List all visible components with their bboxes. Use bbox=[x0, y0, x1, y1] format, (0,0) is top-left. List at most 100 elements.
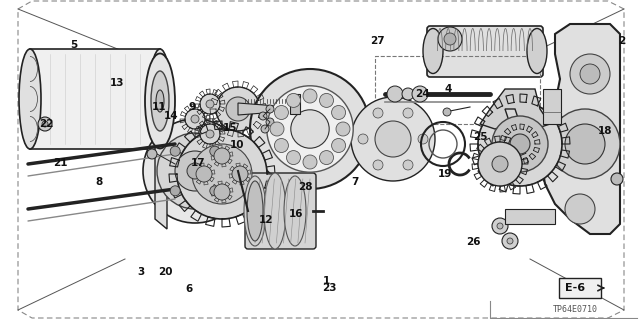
Text: 6: 6 bbox=[185, 284, 193, 294]
Circle shape bbox=[267, 86, 353, 172]
Text: 8: 8 bbox=[95, 177, 103, 187]
Circle shape bbox=[444, 33, 456, 45]
Circle shape bbox=[478, 102, 562, 186]
Circle shape bbox=[507, 238, 513, 244]
Circle shape bbox=[214, 184, 230, 200]
Circle shape bbox=[291, 110, 329, 148]
Text: 10: 10 bbox=[230, 140, 244, 150]
Text: 23: 23 bbox=[323, 283, 337, 293]
Circle shape bbox=[38, 117, 52, 131]
Polygon shape bbox=[540, 24, 620, 234]
Circle shape bbox=[580, 64, 600, 84]
Circle shape bbox=[418, 134, 428, 144]
Circle shape bbox=[261, 125, 269, 133]
Circle shape bbox=[550, 109, 620, 179]
Polygon shape bbox=[155, 109, 167, 229]
Circle shape bbox=[192, 144, 252, 204]
Circle shape bbox=[200, 94, 220, 114]
Text: 18: 18 bbox=[598, 126, 612, 136]
Text: 3: 3 bbox=[137, 267, 145, 277]
Text: 11: 11 bbox=[152, 102, 166, 112]
Text: 26: 26 bbox=[467, 237, 481, 248]
Bar bbox=[375, 56, 540, 124]
Text: 28: 28 bbox=[298, 182, 312, 192]
Circle shape bbox=[387, 86, 403, 102]
Circle shape bbox=[611, 173, 623, 185]
Circle shape bbox=[443, 108, 451, 116]
Circle shape bbox=[497, 223, 503, 229]
Bar bbox=[505, 209, 555, 224]
Circle shape bbox=[492, 218, 508, 234]
Text: TP64E0710: TP64E0710 bbox=[552, 305, 598, 314]
Circle shape bbox=[216, 87, 260, 131]
FancyBboxPatch shape bbox=[559, 278, 601, 298]
Text: 17: 17 bbox=[191, 158, 205, 168]
Circle shape bbox=[206, 130, 214, 138]
Circle shape bbox=[319, 93, 333, 108]
Circle shape bbox=[250, 69, 370, 189]
Circle shape bbox=[375, 121, 411, 157]
Circle shape bbox=[177, 129, 267, 219]
Text: 24: 24 bbox=[415, 89, 429, 99]
Text: 4: 4 bbox=[444, 84, 452, 94]
Ellipse shape bbox=[247, 181, 263, 241]
Circle shape bbox=[332, 138, 346, 152]
Circle shape bbox=[270, 122, 284, 136]
FancyBboxPatch shape bbox=[427, 26, 543, 77]
Text: 27: 27 bbox=[371, 36, 385, 47]
Circle shape bbox=[336, 122, 350, 136]
Ellipse shape bbox=[156, 90, 164, 112]
Ellipse shape bbox=[149, 49, 171, 149]
Text: 15: 15 bbox=[223, 122, 237, 133]
Circle shape bbox=[143, 119, 247, 223]
Polygon shape bbox=[238, 103, 290, 115]
Circle shape bbox=[170, 146, 180, 156]
Circle shape bbox=[565, 194, 595, 224]
Ellipse shape bbox=[19, 49, 41, 149]
Circle shape bbox=[42, 121, 48, 127]
Circle shape bbox=[157, 133, 233, 209]
FancyBboxPatch shape bbox=[30, 49, 160, 149]
Text: 12: 12 bbox=[259, 215, 273, 225]
Circle shape bbox=[502, 233, 518, 249]
Circle shape bbox=[266, 105, 274, 113]
Circle shape bbox=[214, 148, 230, 164]
Circle shape bbox=[373, 108, 383, 118]
Circle shape bbox=[287, 151, 301, 165]
Circle shape bbox=[510, 134, 530, 154]
Circle shape bbox=[403, 108, 413, 118]
Circle shape bbox=[402, 88, 414, 100]
Text: E-6: E-6 bbox=[565, 283, 585, 293]
Circle shape bbox=[403, 160, 413, 170]
Text: 14: 14 bbox=[164, 111, 178, 122]
Circle shape bbox=[492, 156, 508, 172]
Circle shape bbox=[191, 115, 199, 123]
Circle shape bbox=[147, 149, 157, 159]
Circle shape bbox=[185, 109, 205, 129]
Text: 19: 19 bbox=[438, 169, 452, 179]
Circle shape bbox=[478, 142, 522, 186]
Circle shape bbox=[332, 106, 346, 120]
Ellipse shape bbox=[145, 54, 175, 149]
Circle shape bbox=[200, 124, 220, 144]
Circle shape bbox=[412, 86, 428, 102]
Ellipse shape bbox=[423, 28, 443, 73]
Circle shape bbox=[175, 151, 215, 191]
Text: 1: 1 bbox=[323, 276, 330, 286]
Text: 13: 13 bbox=[110, 78, 124, 88]
Text: 5: 5 bbox=[70, 40, 77, 50]
Text: 25: 25 bbox=[473, 132, 487, 142]
Text: 9: 9 bbox=[188, 102, 196, 112]
Circle shape bbox=[565, 124, 605, 164]
Circle shape bbox=[210, 146, 220, 156]
Circle shape bbox=[275, 138, 289, 152]
Circle shape bbox=[492, 116, 548, 172]
Ellipse shape bbox=[264, 173, 286, 249]
Circle shape bbox=[303, 89, 317, 103]
Ellipse shape bbox=[151, 71, 169, 131]
Circle shape bbox=[438, 27, 462, 51]
Circle shape bbox=[210, 186, 220, 196]
Circle shape bbox=[319, 151, 333, 165]
Circle shape bbox=[570, 54, 610, 94]
Text: 21: 21 bbox=[54, 158, 68, 168]
